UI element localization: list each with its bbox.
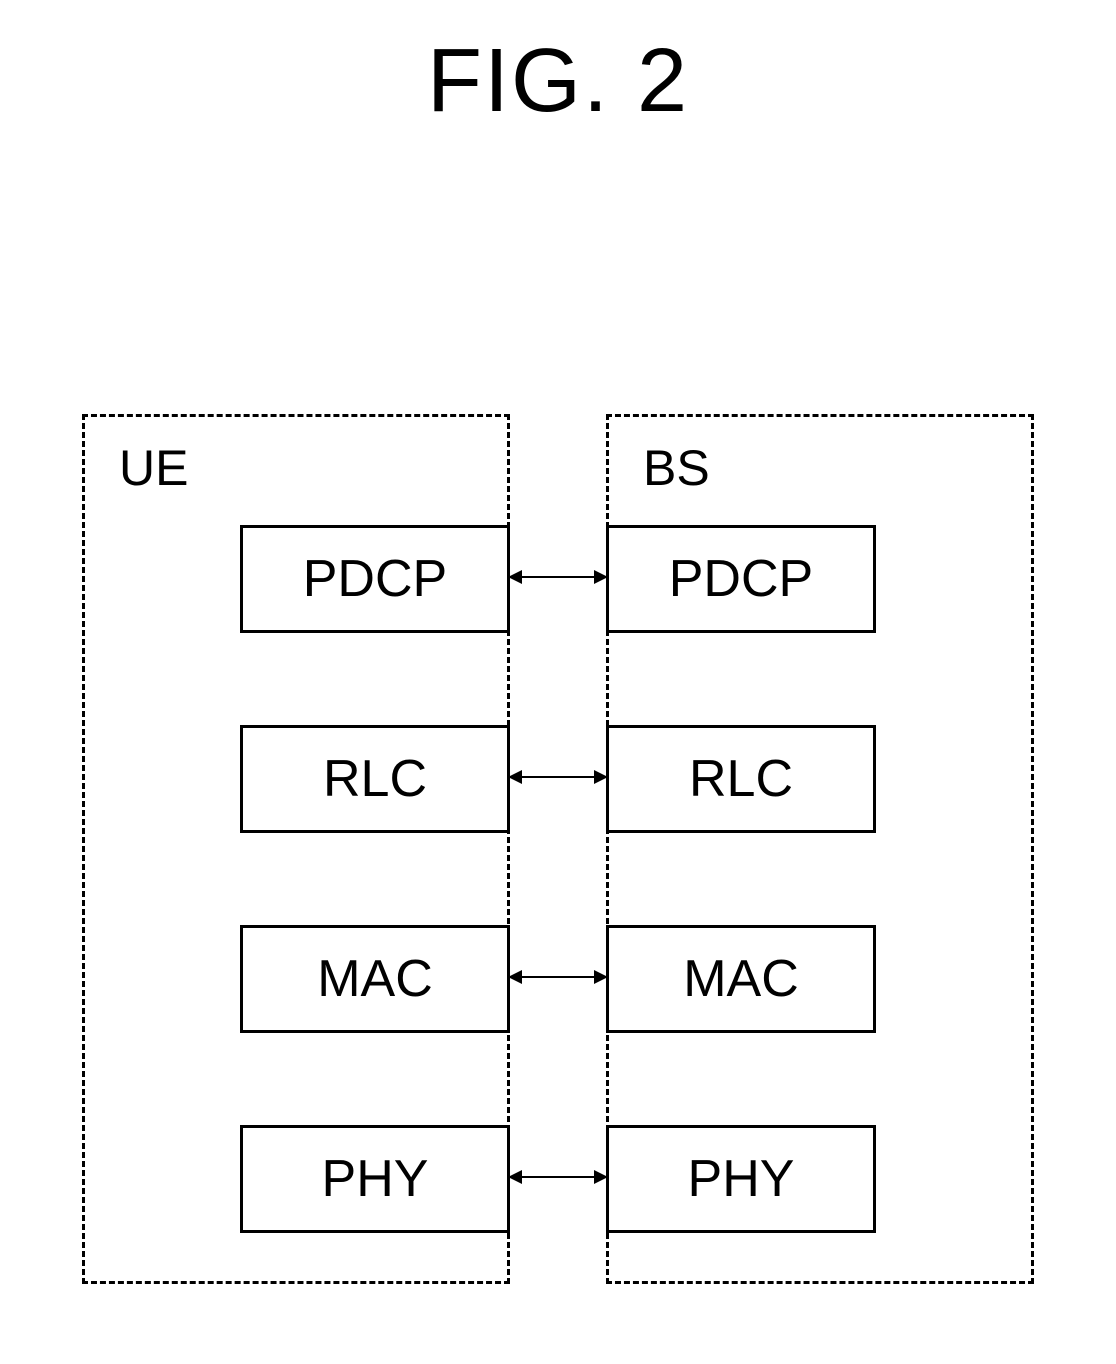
- bidir-arrow-pdcp: [510, 576, 606, 578]
- bidir-arrow-mac: [510, 976, 606, 978]
- bs-layer-rlc: RLC: [606, 725, 876, 833]
- ue-stack-label: UE: [119, 439, 188, 497]
- protocol-stack-diagram: UE PDCP RLC MAC PHY BS PDCP RLC MAC PHY: [82, 414, 1034, 1284]
- bidir-arrow-rlc: [510, 776, 606, 778]
- bs-stack-label: BS: [643, 439, 710, 497]
- ue-stack: UE PDCP RLC MAC PHY: [82, 414, 510, 1284]
- ue-layer-rlc: RLC: [240, 725, 510, 833]
- ue-layer-phy: PHY: [240, 1125, 510, 1233]
- ue-layer-mac: MAC: [240, 925, 510, 1033]
- bs-layer-mac: MAC: [606, 925, 876, 1033]
- bs-stack: BS PDCP RLC MAC PHY: [606, 414, 1034, 1284]
- figure-title: FIG. 2: [0, 30, 1116, 133]
- ue-layer-pdcp: PDCP: [240, 525, 510, 633]
- bidir-arrow-phy: [510, 1176, 606, 1178]
- bs-layer-pdcp: PDCP: [606, 525, 876, 633]
- bs-layer-phy: PHY: [606, 1125, 876, 1233]
